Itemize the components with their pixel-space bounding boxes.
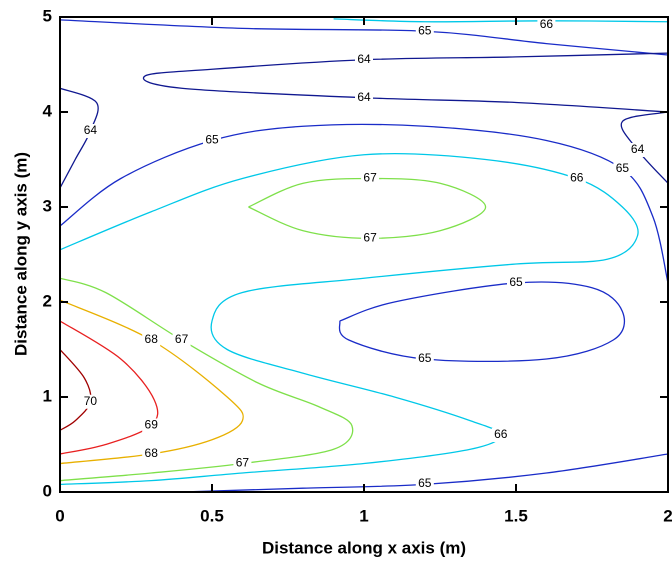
contour-label: 64 bbox=[357, 90, 371, 104]
y-axis-label: Distance along y axis (m) bbox=[11, 152, 30, 356]
x-tick-label: 2 bbox=[663, 506, 672, 525]
contour-label: 65 bbox=[418, 351, 432, 365]
contour-label: 66 bbox=[570, 171, 584, 185]
x-tick-label: 1 bbox=[359, 506, 368, 525]
contour-label: 65 bbox=[205, 133, 219, 147]
chart: 6665646464646565666667676767686869706565… bbox=[0, 0, 672, 565]
contour-label: 64 bbox=[631, 142, 645, 156]
contour-label: 68 bbox=[145, 332, 159, 346]
contour-label: 64 bbox=[357, 52, 371, 66]
contour-label: 67 bbox=[363, 231, 377, 245]
y-tick-label: 1 bbox=[43, 386, 52, 405]
y-tick-label: 2 bbox=[43, 291, 52, 310]
contour-label: 65 bbox=[509, 275, 523, 289]
x-tick-label: 1.5 bbox=[504, 506, 528, 525]
contour-label: 67 bbox=[236, 456, 250, 470]
x-tick-label: 0.5 bbox=[200, 506, 224, 525]
y-tick-label: 3 bbox=[43, 196, 52, 215]
y-tick-label: 5 bbox=[43, 6, 52, 25]
contour-label: 66 bbox=[540, 17, 554, 31]
background bbox=[0, 0, 672, 565]
contour-label: 64 bbox=[84, 123, 98, 137]
x-tick-label: 0 bbox=[55, 506, 64, 525]
contour-label: 68 bbox=[145, 446, 159, 460]
contour-label: 65 bbox=[418, 23, 432, 37]
y-tick-label: 4 bbox=[43, 101, 53, 120]
y-tick-label: 0 bbox=[43, 481, 52, 500]
contour-label: 65 bbox=[616, 161, 630, 175]
contour-label: 66 bbox=[494, 427, 508, 441]
contour-label: 67 bbox=[175, 332, 189, 346]
contour-label: 69 bbox=[145, 418, 159, 432]
x-axis-label: Distance along x axis (m) bbox=[262, 538, 466, 557]
contour-label: 65 bbox=[418, 476, 432, 490]
contour-label: 70 bbox=[84, 394, 98, 408]
contour-label: 67 bbox=[363, 171, 377, 185]
